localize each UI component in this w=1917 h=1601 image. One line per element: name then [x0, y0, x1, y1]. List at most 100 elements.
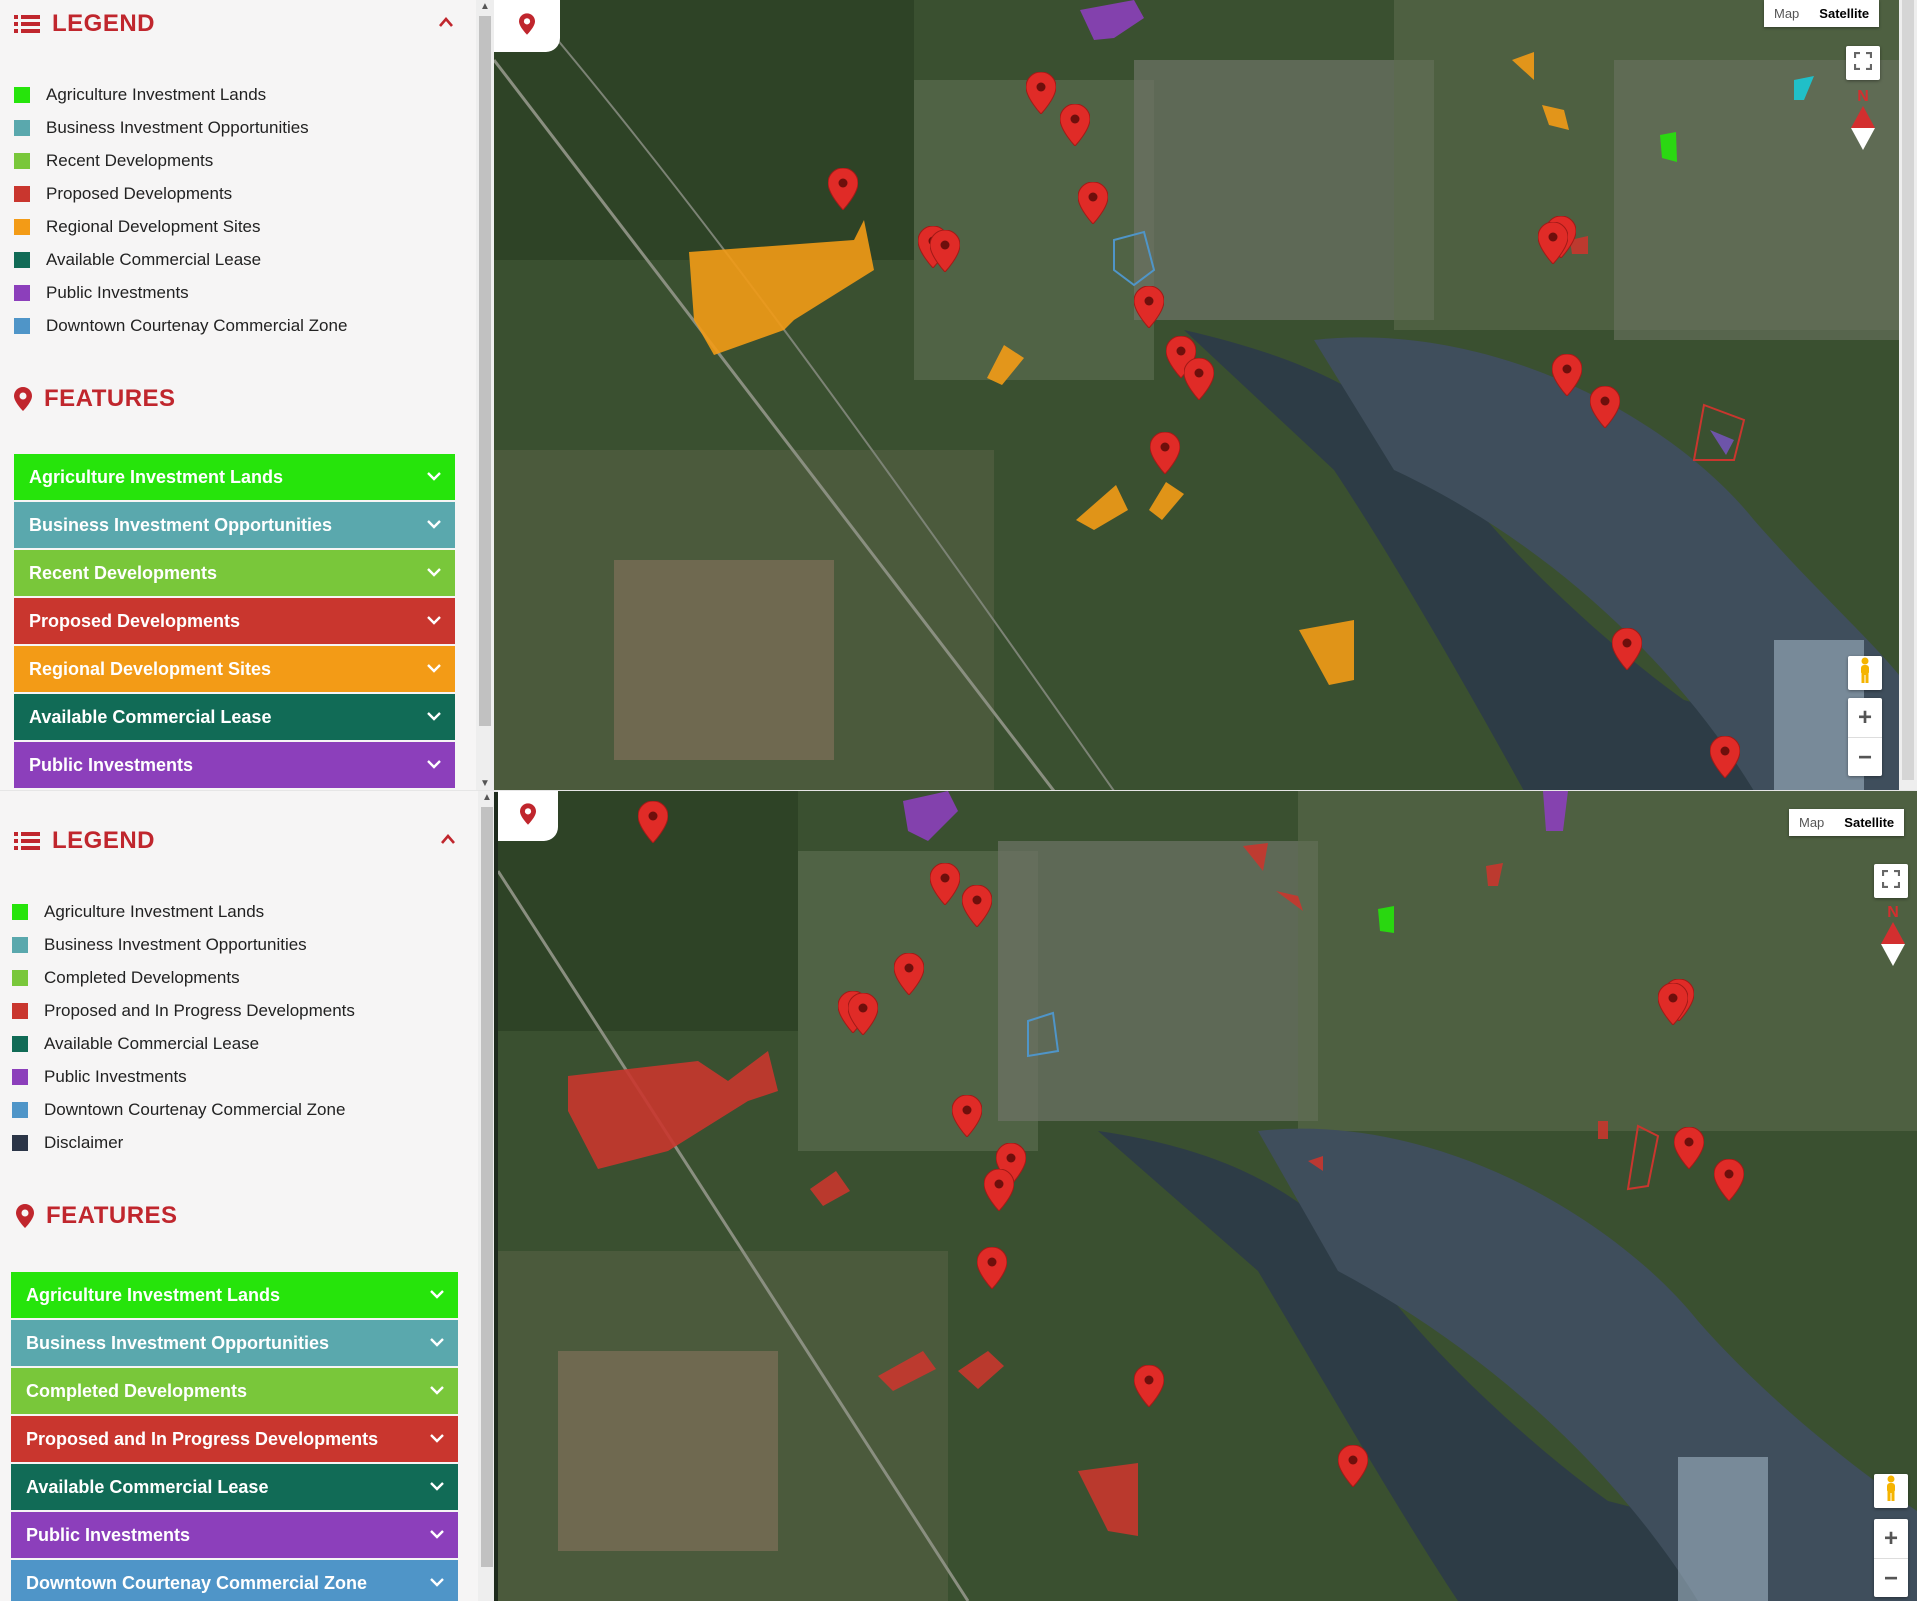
map-marker-pin[interactable]: [1589, 385, 1621, 433]
legend-swatch: [14, 185, 30, 202]
map-view-after: LEGEND Agriculture Investment Lands Busin…: [0, 791, 1917, 1601]
chevron-down-icon: [430, 1286, 444, 1304]
map-type-satellite[interactable]: Satellite: [1819, 6, 1870, 21]
pegman-icon: [1858, 657, 1872, 689]
plus-icon: +: [1883, 1524, 1898, 1552]
map-marker-pin[interactable]: [1657, 982, 1689, 1030]
feature-category-toggle[interactable]: Public Investments: [14, 742, 455, 788]
feature-category-toggle[interactable]: Proposed Developments: [14, 598, 455, 644]
scrollbar-thumb[interactable]: [479, 16, 491, 726]
scroll-up-icon[interactable]: ▲: [482, 792, 492, 803]
page-scrollbar[interactable]: [1899, 0, 1917, 791]
map-marker-pin[interactable]: [1713, 1158, 1745, 1206]
legend-header[interactable]: LEGEND: [14, 10, 155, 38]
map-marker-pin[interactable]: [1183, 357, 1215, 405]
map-marker-pin[interactable]: [929, 862, 961, 910]
sidebar-scrollbar[interactable]: ▲: [478, 791, 494, 1601]
feature-category-toggle[interactable]: Proposed and In Progress Developments: [11, 1416, 458, 1462]
map-marker-pin[interactable]: [893, 952, 925, 1000]
zoom-in-button[interactable]: +: [1848, 698, 1882, 738]
sidebar-scrollbar[interactable]: ▲ ▼: [476, 0, 494, 791]
street-view-button[interactable]: [1848, 656, 1882, 690]
zoom-out-button[interactable]: −: [1848, 738, 1882, 777]
legend-list: Agriculture Investment Lands Business Inv…: [12, 895, 355, 1159]
street-view-button[interactable]: [1874, 1474, 1908, 1508]
legend-item-label: Downtown Courtenay Commercial Zone: [46, 315, 348, 335]
feature-category-toggle[interactable]: Business Investment Opportunities: [11, 1320, 458, 1366]
feature-category-toggle[interactable]: Agriculture Investment Lands: [11, 1272, 458, 1318]
feature-category-toggle[interactable]: Business Investment Opportunities: [14, 502, 455, 548]
chevron-down-icon: [430, 1430, 444, 1448]
compass[interactable]: N: [1878, 904, 1908, 971]
page-scrollbar-thumb[interactable]: [1902, 0, 1914, 780]
map-view-before: LEGEND Agriculture Investment Lands Busin…: [0, 0, 1917, 791]
map-type-map[interactable]: Map: [1774, 6, 1800, 21]
fullscreen-button[interactable]: [1846, 46, 1880, 80]
feature-category-label: Public Investments: [26, 1524, 191, 1545]
zoom-in-button[interactable]: +: [1874, 1519, 1908, 1559]
feature-category-toggle[interactable]: Recent Developments: [14, 550, 455, 596]
scroll-down-icon[interactable]: ▼: [480, 778, 490, 789]
feature-category-toggle[interactable]: Available Commercial Lease: [14, 694, 455, 740]
legend-item-label: Business Investment Opportunities: [46, 117, 309, 137]
chevron-up-icon[interactable]: [440, 829, 456, 850]
map-type-satellite[interactable]: Satellite: [1844, 815, 1895, 830]
map-marker-pin[interactable]: [951, 1094, 983, 1142]
satellite-map[interactable]: Map Satellite N + −: [494, 0, 1917, 791]
map-marker-pin[interactable]: [1537, 221, 1569, 269]
map-marker-toggle[interactable]: [498, 791, 558, 841]
map-marker-pin[interactable]: [1149, 431, 1181, 479]
map-marker-pin[interactable]: [1133, 285, 1165, 333]
legend-header[interactable]: LEGEND: [14, 827, 155, 855]
compass[interactable]: N: [1848, 88, 1878, 155]
legend-item: Business Investment Opportunities: [14, 111, 347, 144]
pegman-icon: [1884, 1475, 1898, 1507]
features-header: FEATURES: [14, 385, 176, 413]
map-marker-pin[interactable]: [1337, 1444, 1369, 1492]
features-title: FEATURES: [44, 385, 176, 412]
map-marker-pin[interactable]: [929, 229, 961, 277]
map-marker-icon: [14, 387, 32, 411]
minus-icon: −: [1883, 1564, 1898, 1592]
feature-category-label: Agriculture Investment Lands: [26, 1284, 281, 1305]
map-marker-pin[interactable]: [983, 1168, 1015, 1216]
map-marker-pin[interactable]: [1025, 71, 1057, 119]
feature-category-toggle[interactable]: Downtown Courtenay Commercial Zone: [11, 1560, 458, 1601]
feature-category-toggle[interactable]: Regional Development Sites: [14, 646, 455, 692]
map-marker-toggle[interactable]: [494, 0, 560, 52]
legend-swatch: [14, 152, 30, 169]
zoom-out-button[interactable]: −: [1874, 1559, 1908, 1598]
feature-category-toggle[interactable]: Agriculture Investment Lands: [14, 454, 455, 500]
legend-item: Agriculture Investment Lands: [12, 895, 355, 928]
map-marker-pin[interactable]: [976, 1246, 1008, 1294]
legend-item-label: Downtown Courtenay Commercial Zone: [44, 1099, 346, 1119]
map-marker-pin[interactable]: [1551, 353, 1583, 401]
feature-category-toggle[interactable]: Available Commercial Lease: [11, 1464, 458, 1510]
map-marker-pin[interactable]: [1611, 627, 1643, 675]
fullscreen-button[interactable]: [1874, 864, 1908, 898]
feature-category-toggle[interactable]: Public Investments: [11, 1512, 458, 1558]
map-marker-pin[interactable]: [1709, 735, 1741, 783]
legend-item: Agriculture Investment Lands: [14, 78, 347, 111]
legend-swatch: [12, 1068, 28, 1085]
scrollbar-thumb[interactable]: [481, 807, 493, 1567]
map-marker-pin[interactable]: [1133, 1364, 1165, 1412]
map-type-map[interactable]: Map: [1799, 815, 1825, 830]
map-marker-pin[interactable]: [1077, 181, 1109, 229]
feature-category-toggle[interactable]: Completed Developments: [11, 1368, 458, 1414]
legend-title: LEGEND: [52, 10, 156, 37]
legend-swatch: [14, 119, 30, 136]
map-marker-pin[interactable]: [1673, 1126, 1705, 1174]
map-marker-pin[interactable]: [961, 884, 993, 932]
map-marker-pin[interactable]: [827, 167, 859, 215]
chevron-up-icon[interactable]: [438, 12, 454, 33]
scroll-up-icon[interactable]: ▲: [480, 1, 490, 12]
feature-category-label: Recent Developments: [29, 562, 218, 583]
map-marker-pin[interactable]: [637, 800, 669, 848]
map-marker-pin[interactable]: [847, 992, 879, 1040]
legend-swatch: [14, 284, 30, 301]
map-marker-icon: [16, 1204, 34, 1228]
legend-item-label: Agriculture Investment Lands: [44, 901, 265, 921]
satellite-map[interactable]: Map Satellite N + −: [498, 791, 1917, 1601]
map-marker-pin[interactable]: [1059, 103, 1091, 151]
